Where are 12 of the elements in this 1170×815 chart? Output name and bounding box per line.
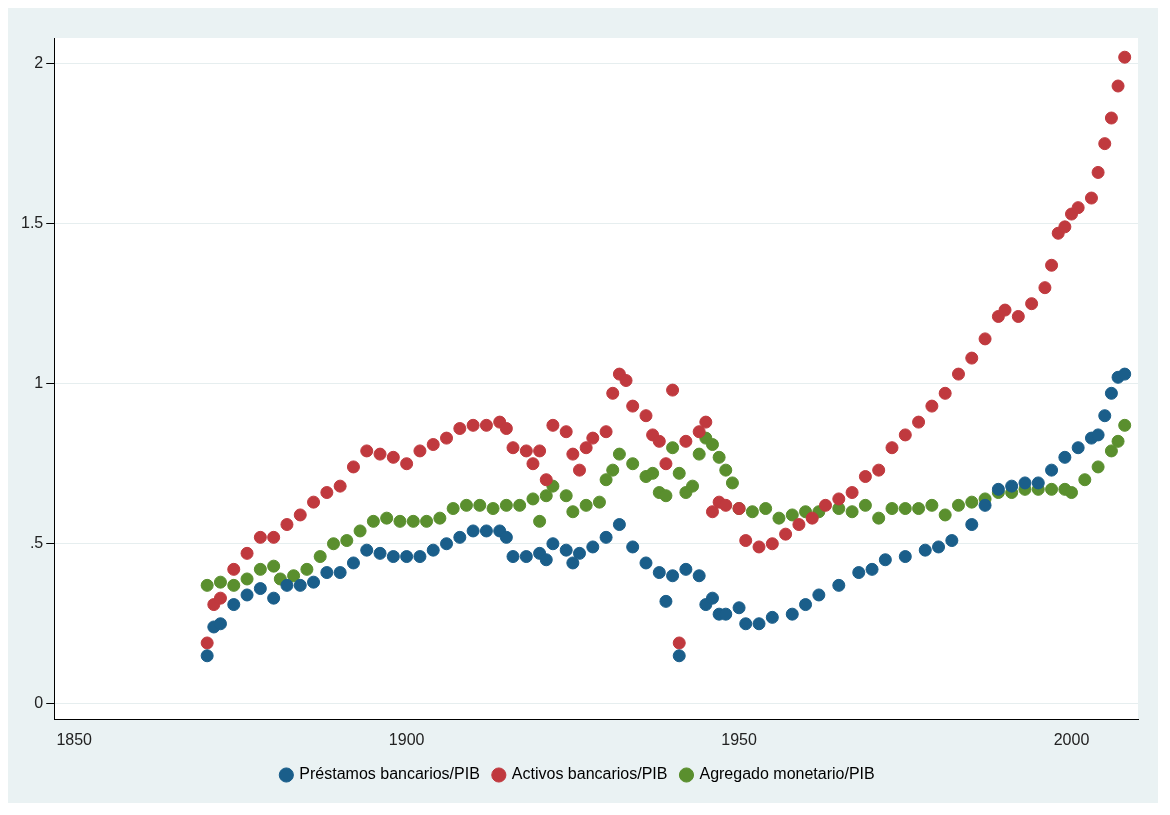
legend-label: Agregado monetario/PIB xyxy=(699,765,875,783)
y-tick-label: 1 xyxy=(34,374,44,392)
y-tick-label: 2 xyxy=(34,54,44,72)
x-tick-label: 1850 xyxy=(56,730,93,748)
x-tick-label: 1950 xyxy=(721,730,757,748)
x-tick-label: 2000 xyxy=(1053,730,1090,748)
y-tick-label: 0 xyxy=(34,694,44,712)
legend-label: Préstamos bancarios/PIB xyxy=(299,765,480,783)
y-tick-label: .5 xyxy=(29,534,44,552)
y-tick-label: 1.5 xyxy=(20,214,44,232)
legend-label: Activos bancarios/PIB xyxy=(511,765,668,783)
x-tick-label: 1900 xyxy=(388,730,425,748)
